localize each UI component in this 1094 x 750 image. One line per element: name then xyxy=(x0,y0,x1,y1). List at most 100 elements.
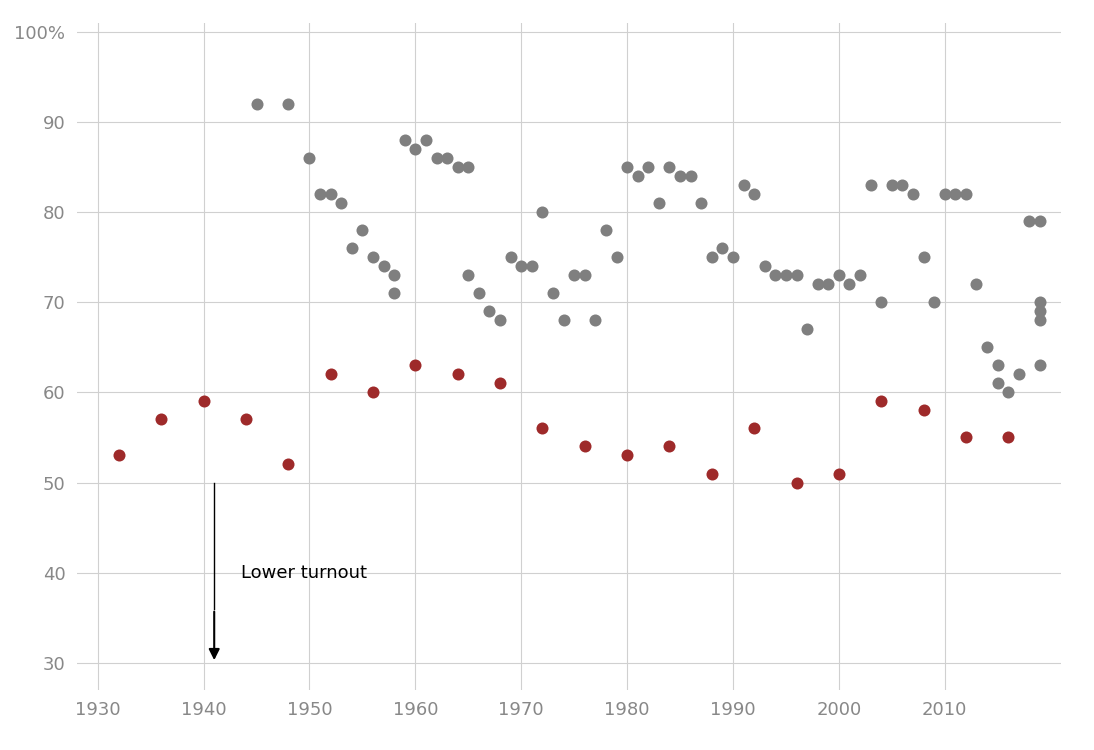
Point xyxy=(957,188,975,200)
Point xyxy=(364,251,382,263)
Point xyxy=(989,377,1006,389)
Point xyxy=(417,134,434,146)
Point xyxy=(312,188,329,200)
Point xyxy=(1032,314,1049,326)
Point xyxy=(322,368,339,380)
Point xyxy=(872,296,889,308)
Point xyxy=(333,197,350,209)
Point xyxy=(1000,386,1017,398)
Point xyxy=(788,269,805,281)
Point xyxy=(905,188,922,200)
Point xyxy=(237,413,255,425)
Point xyxy=(459,160,477,172)
Point xyxy=(1000,431,1017,443)
Point xyxy=(375,260,393,272)
Point xyxy=(280,458,298,470)
Point xyxy=(629,170,647,182)
Point xyxy=(534,206,551,218)
Point xyxy=(830,467,848,479)
Point xyxy=(407,359,424,371)
Point xyxy=(703,251,721,263)
Point xyxy=(1021,215,1038,227)
Point xyxy=(788,476,805,488)
Point xyxy=(385,269,403,281)
Point xyxy=(491,314,509,326)
Point xyxy=(480,305,498,317)
Point xyxy=(799,323,816,335)
Point xyxy=(608,251,626,263)
Point xyxy=(385,287,403,299)
Point xyxy=(872,395,889,407)
Point xyxy=(650,197,667,209)
Point xyxy=(1032,305,1049,317)
Point xyxy=(735,178,753,190)
Point xyxy=(989,359,1006,371)
Point xyxy=(449,160,466,172)
Point xyxy=(523,260,540,272)
Point xyxy=(353,224,371,236)
Point xyxy=(1032,359,1049,371)
Point xyxy=(491,377,509,389)
Point xyxy=(851,269,869,281)
Point xyxy=(1032,215,1049,227)
Point xyxy=(1010,368,1027,380)
Point xyxy=(407,142,424,154)
Point xyxy=(512,260,529,272)
Point xyxy=(618,449,636,461)
Point xyxy=(883,178,900,190)
Point xyxy=(808,278,826,290)
Point xyxy=(459,269,477,281)
Point xyxy=(894,178,911,190)
Point xyxy=(968,278,986,290)
Point xyxy=(682,170,699,182)
Point xyxy=(586,314,604,326)
Point xyxy=(713,242,731,254)
Point xyxy=(301,152,318,164)
Point xyxy=(724,251,742,263)
Point xyxy=(195,395,212,407)
Text: Lower turnout: Lower turnout xyxy=(241,564,366,582)
Point xyxy=(957,431,975,443)
Point xyxy=(756,260,773,272)
Point xyxy=(280,98,298,109)
Point xyxy=(577,269,594,281)
Point xyxy=(470,287,488,299)
Point xyxy=(534,422,551,434)
Point xyxy=(597,224,615,236)
Point xyxy=(840,278,858,290)
Point xyxy=(439,152,456,164)
Point xyxy=(396,134,414,146)
Point xyxy=(1032,296,1049,308)
Point xyxy=(703,467,721,479)
Point xyxy=(618,160,636,172)
Point xyxy=(767,269,784,281)
Point xyxy=(693,197,710,209)
Point xyxy=(152,413,170,425)
Point xyxy=(502,251,520,263)
Point xyxy=(428,152,445,164)
Point xyxy=(672,170,689,182)
Point xyxy=(777,269,794,281)
Point xyxy=(819,278,837,290)
Point xyxy=(661,160,678,172)
Point xyxy=(745,188,763,200)
Point xyxy=(449,368,466,380)
Point xyxy=(640,160,657,172)
Point xyxy=(110,449,128,461)
Point xyxy=(544,287,561,299)
Point xyxy=(555,314,572,326)
Point xyxy=(830,269,848,281)
Point xyxy=(936,188,954,200)
Point xyxy=(926,296,943,308)
Point xyxy=(364,386,382,398)
Point xyxy=(322,188,339,200)
Point xyxy=(566,269,583,281)
Point xyxy=(946,188,964,200)
Point xyxy=(915,251,932,263)
Point xyxy=(661,440,678,452)
Point xyxy=(745,422,763,434)
Point xyxy=(248,98,266,109)
Point xyxy=(978,341,996,353)
Point xyxy=(344,242,361,254)
Point xyxy=(862,178,880,190)
